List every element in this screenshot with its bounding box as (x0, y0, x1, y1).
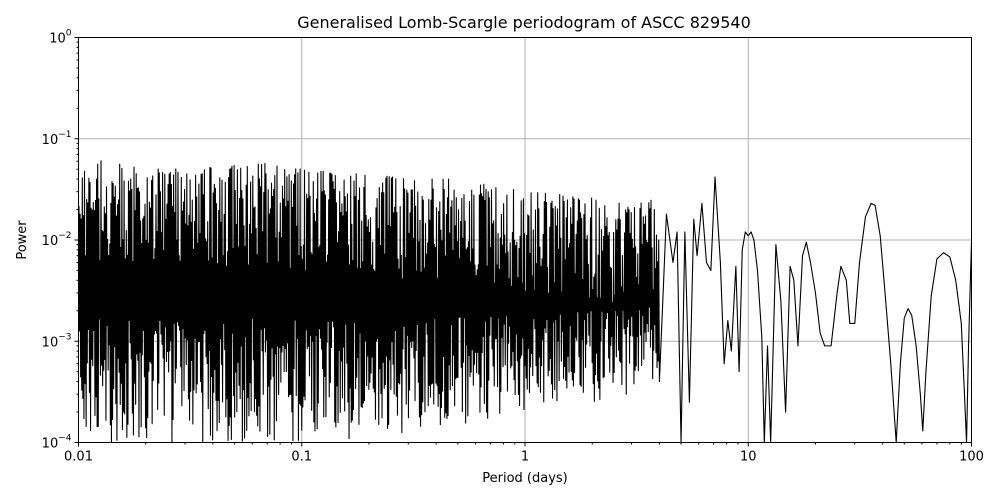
y-tick-exponent: −3 (58, 332, 71, 342)
x-tick-label: 10 (740, 450, 757, 465)
y-tick-base: 10 (49, 32, 66, 47)
x-tick-label: 0.01 (64, 450, 93, 465)
y-tick-label: 10−4 (42, 434, 72, 452)
x-tick-label: 1 (521, 450, 529, 465)
y-tick-exponent: −2 (58, 231, 71, 241)
series-power (78, 160, 972, 443)
y-tick-label: 100 (49, 29, 72, 47)
series-line-power (78, 160, 972, 443)
y-tick-exponent: 0 (66, 29, 72, 39)
y-tick-label: 10−3 (42, 332, 72, 350)
chart-title: Generalised Lomb-Scargle periodogram of … (297, 13, 751, 32)
y-tick-base: 10 (42, 234, 59, 249)
y-tick-label: 10−2 (42, 231, 72, 249)
y-tick-exponent: −1 (58, 130, 71, 140)
x-axis: 0.01 0.1 1 10 100 (64, 442, 984, 465)
y-tick-exponent: −4 (58, 434, 72, 444)
y-tick-label: 10−1 (42, 130, 72, 148)
y-axis-label: Power (15, 220, 30, 260)
x-tick-label: 100 (959, 450, 984, 465)
y-tick-base: 10 (42, 437, 59, 452)
x-axis-label: Period (days) (482, 471, 568, 486)
x-tick-label: 0.1 (291, 450, 312, 465)
y-tick-base: 10 (42, 335, 59, 350)
y-tick-base: 10 (42, 133, 59, 148)
